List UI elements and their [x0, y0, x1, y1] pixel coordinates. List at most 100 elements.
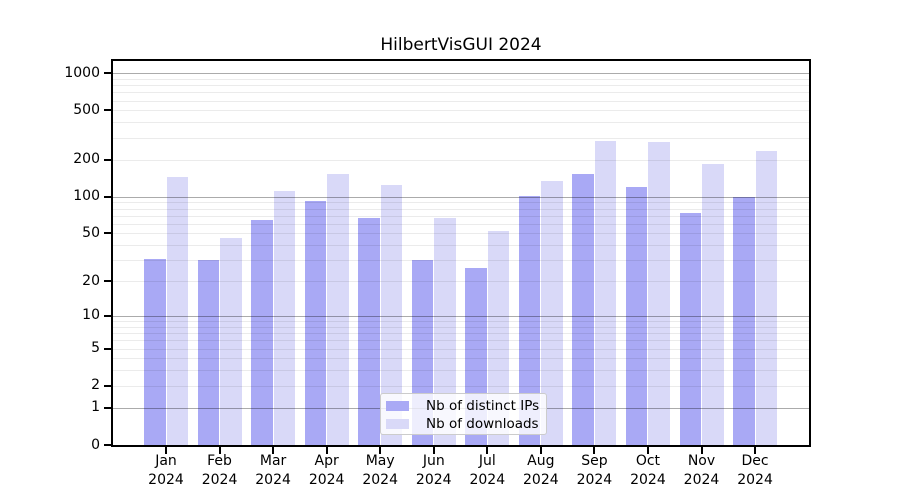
- x-tick-label-month: Jan: [155, 453, 177, 469]
- gridline-major-10: [113, 315, 809, 317]
- legend-label-distinct-ips: Nb of distinct IPs: [426, 398, 540, 414]
- bar-nb-of-downloads-aug: [541, 180, 563, 445]
- legend-swatch-downloads: [386, 419, 409, 429]
- y-tick-label-500: 500: [73, 101, 100, 118]
- x-tick-label-month: Aug: [527, 453, 555, 469]
- bar-nb-of-downloads-feb: [220, 237, 242, 445]
- gridline-minor-6: [113, 340, 809, 342]
- bar-nb-of-downloads-mar: [273, 191, 296, 445]
- x-tick-label-year: 2024: [308, 472, 345, 488]
- gridline-minor-20: [113, 281, 809, 283]
- bar-nb-of-distinct-ips-aug: [518, 195, 541, 445]
- y-tick-20: [104, 280, 112, 283]
- y-tick-1000: [104, 72, 112, 75]
- y-tick-label-2: 2: [91, 377, 100, 394]
- x-tick-apr: [325, 447, 328, 454]
- bar-nb-of-downloads-sep: [594, 141, 617, 445]
- bar-nb-of-distinct-ips-nov: [679, 212, 701, 445]
- x-tick-label-month: Mar: [259, 453, 287, 469]
- y-tick-100: [104, 195, 112, 198]
- x-tick-jan: [165, 447, 167, 454]
- y-tick-10: [104, 314, 112, 317]
- x-tick-label-oct: Oct 2024: [616, 452, 680, 490]
- bar-nb-of-distinct-ips-apr: [304, 200, 327, 445]
- x-tick-label-month: Feb: [207, 453, 232, 469]
- gridline-minor-200: [113, 159, 809, 161]
- x-tick-label-nov: Nov 2024: [670, 452, 734, 490]
- x-tick-label-sep: Sep 2024: [562, 452, 626, 490]
- gridline-minor-5: [113, 348, 809, 350]
- x-tick-label-month: Nov: [687, 453, 716, 469]
- bar-nb-of-downloads-jun: [434, 217, 456, 445]
- x-tick-label-month: May: [365, 453, 395, 469]
- x-tick-nov: [700, 447, 703, 454]
- y-tick-5: [104, 347, 112, 350]
- gridline-minor-2: [113, 385, 809, 387]
- gridline-major-100: [113, 196, 809, 198]
- x-tick-label-may: May 2024: [348, 452, 412, 490]
- bar-nb-of-downloads-jan: [166, 176, 188, 445]
- x-tick-label-mar: Mar 2024: [241, 452, 305, 490]
- x-tick-label-month: Jul: [478, 453, 496, 469]
- bar-nb-of-distinct-ips-jan: [144, 258, 166, 445]
- legend: Nb of distinct IPs Nb of downloads: [380, 393, 547, 435]
- x-tick-feb: [218, 447, 221, 454]
- x-tick-label-jan: Jan 2024: [134, 452, 198, 490]
- x-tick-label-jul: Jul 2024: [455, 452, 519, 490]
- x-tick-label-apr: Apr 2024: [295, 452, 359, 490]
- bar-nb-of-distinct-ips-mar: [251, 220, 273, 445]
- x-tick-label-year: 2024: [415, 472, 452, 488]
- bar-nb-of-downloads-apr: [327, 173, 349, 445]
- legend-swatch-distinct-ips: [386, 401, 409, 411]
- gridline-minor-900: [113, 78, 809, 80]
- x-tick-label-year: 2024: [576, 472, 613, 488]
- bar-nb-of-distinct-ips-sep: [572, 173, 594, 445]
- bar-nb-of-downloads-nov: [702, 163, 724, 445]
- gridline-minor-70: [113, 215, 809, 217]
- x-tick-label-year: 2024: [469, 472, 506, 488]
- legend-item-downloads: Nb of downloads: [381, 415, 546, 433]
- gridline-minor-300: [113, 137, 809, 139]
- x-tick-label-year: 2024: [683, 472, 720, 488]
- x-tick-label-month: Apr: [314, 453, 339, 469]
- y-tick-200: [104, 158, 112, 161]
- x-tick-label-year: 2024: [630, 472, 666, 488]
- y-tick-50: [104, 232, 112, 235]
- bar-nb-of-downloads-dec: [755, 150, 778, 445]
- gridline-minor-4: [113, 358, 809, 360]
- x-tick-label-year: 2024: [737, 472, 773, 488]
- y-tick-1: [104, 406, 112, 409]
- x-tick-label-year: 2024: [362, 472, 398, 488]
- axes-frame: [111, 59, 811, 447]
- gridline-minor-700: [113, 92, 809, 94]
- x-tick-jun: [432, 447, 435, 454]
- x-tick-label-dec: Dec 2024: [723, 452, 787, 490]
- gridline-minor-40: [113, 245, 809, 247]
- x-tick-sep: [593, 447, 596, 454]
- x-tick-label-year: 2024: [523, 472, 559, 488]
- y-tick-label-100: 100: [73, 188, 100, 205]
- gridline-minor-8: [113, 326, 809, 328]
- y-tick-label-200: 200: [73, 151, 100, 168]
- bar-nb-of-distinct-ips-feb: [197, 260, 220, 445]
- x-tick-label-year: 2024: [201, 472, 238, 488]
- x-tick-label-month: Oct: [635, 453, 661, 469]
- x-tick-oct: [646, 447, 649, 454]
- x-tick-dec: [754, 447, 757, 454]
- gridline-minor-30: [113, 260, 809, 262]
- bar-nb-of-downloads-may: [380, 184, 403, 445]
- legend-item-distinct-ips: Nb of distinct IPs: [381, 397, 546, 415]
- y-tick-label-1000: 1000: [64, 64, 100, 81]
- gridline-minor-7: [113, 333, 809, 335]
- gridline-minor-60: [113, 223, 809, 225]
- x-tick-mar: [272, 447, 275, 454]
- gridline-minor-80: [113, 208, 809, 210]
- y-tick-label-10: 10: [82, 307, 100, 324]
- bar-nb-of-distinct-ips-oct: [625, 186, 648, 445]
- x-tick-label-aug: Aug 2024: [509, 452, 573, 490]
- gridline-minor-50: [113, 233, 809, 235]
- x-tick-label-month: Sep: [581, 453, 608, 469]
- y-tick-label-50: 50: [82, 224, 100, 241]
- bar-nb-of-distinct-ips-dec: [733, 196, 755, 445]
